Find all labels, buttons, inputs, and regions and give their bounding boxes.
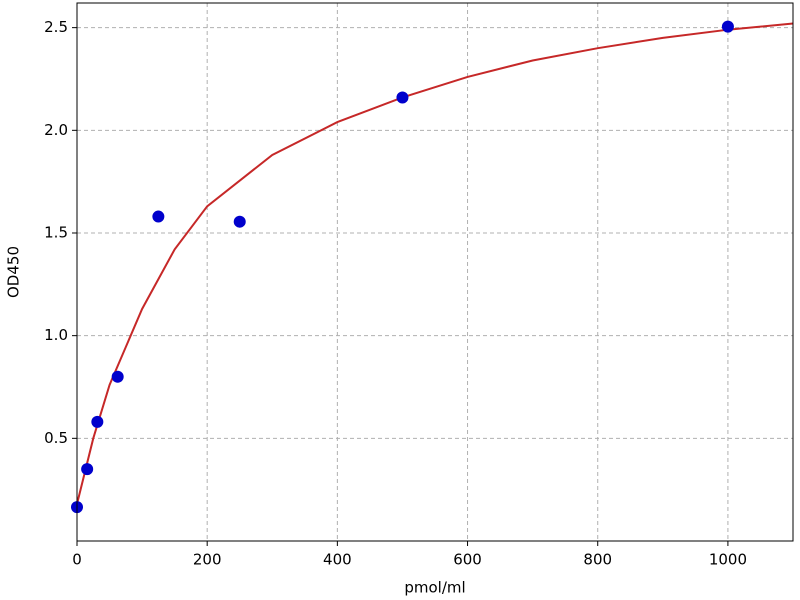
- y-tick-label: 2.5: [44, 18, 68, 36]
- x-tick-label: 1000: [709, 551, 747, 569]
- y-tick-label: 1.5: [44, 223, 68, 241]
- data-point: [81, 463, 94, 476]
- y-tick-label: 0.5: [44, 429, 68, 447]
- y-tick-label: 1.0: [44, 326, 68, 344]
- x-axis-label: pmol/ml: [404, 579, 465, 597]
- x-tick-label: 0: [72, 551, 82, 569]
- fit-curve: [76, 22, 794, 505]
- y-tick-label: 2.0: [44, 121, 68, 139]
- y-axis-label: OD450: [5, 246, 23, 298]
- x-tick-label: 800: [583, 551, 612, 569]
- plot-frame: [76, 2, 794, 542]
- data-point: [91, 415, 104, 428]
- data-point: [233, 215, 246, 228]
- x-tick-label: 600: [453, 551, 482, 569]
- x-tick-label: 400: [323, 551, 352, 569]
- data-point: [152, 210, 165, 223]
- data-point: [396, 91, 409, 104]
- x-tick-label: 200: [193, 551, 222, 569]
- data-point: [721, 20, 734, 33]
- data-point: [111, 370, 124, 383]
